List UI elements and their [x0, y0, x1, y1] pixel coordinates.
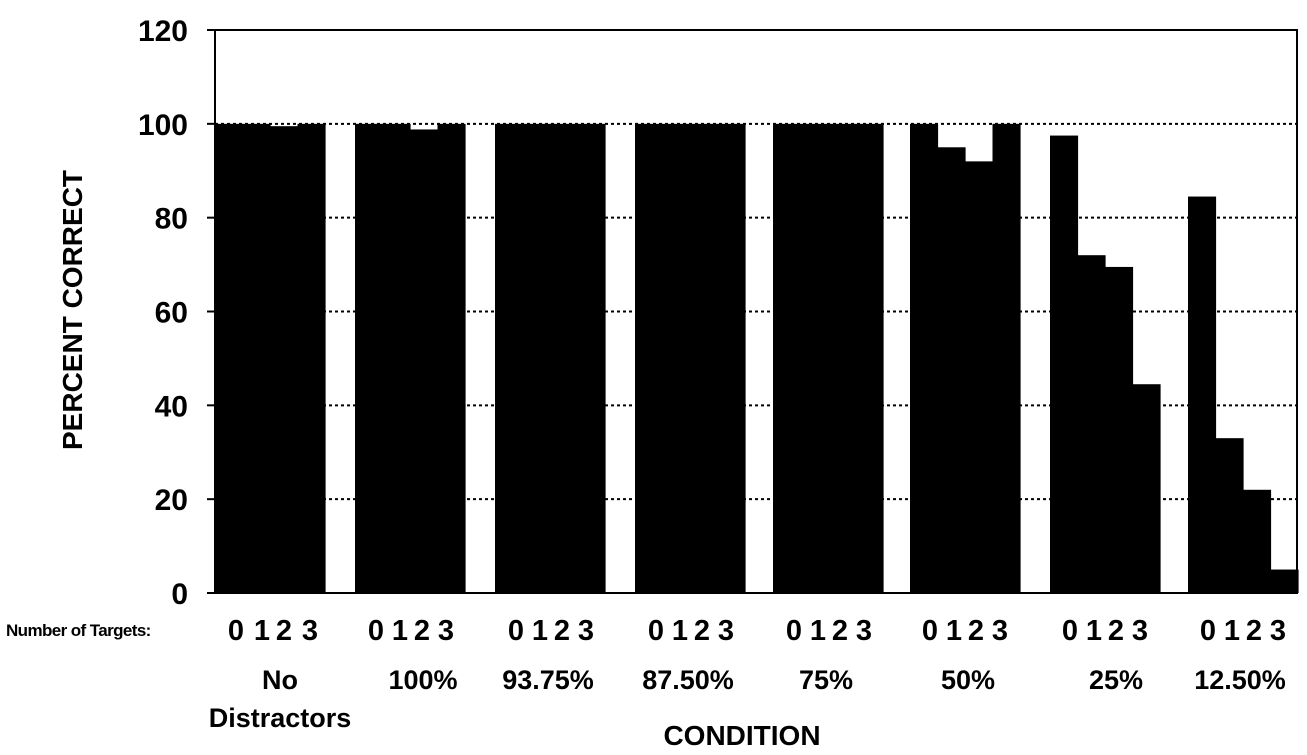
y-tick-label: 60: [155, 297, 188, 330]
bar: [297, 123, 326, 593]
bar: [355, 123, 384, 593]
y-tick-label: 40: [155, 390, 188, 423]
bars: [215, 123, 1299, 594]
bar: [662, 123, 691, 593]
category-label: 93.75%: [502, 665, 594, 695]
target-count-label: 3: [992, 615, 1008, 647]
target-count-label: 0: [508, 615, 524, 647]
bar: [1132, 384, 1161, 593]
target-count-label: 1: [1224, 615, 1240, 647]
y-tick-label: 100: [138, 109, 188, 142]
category-label: No: [262, 665, 298, 695]
target-count-label: 2: [554, 615, 570, 647]
target-count-label: 2: [1108, 615, 1124, 647]
bar: [437, 123, 466, 593]
bar: [992, 123, 1021, 593]
bar: [800, 123, 829, 593]
axes: [207, 29, 1298, 594]
target-count-label: 3: [1132, 615, 1148, 647]
target-count-label: 3: [438, 615, 454, 647]
target-count-label: 0: [786, 615, 802, 647]
target-count-label: 1: [392, 615, 408, 647]
x-axis-label: CONDITION: [663, 720, 820, 751]
target-count-label: 2: [276, 615, 292, 647]
bar: [1050, 135, 1079, 593]
category-label: 12.50%: [1194, 665, 1286, 695]
bar: [382, 123, 411, 593]
y-tick-label: 0: [171, 578, 188, 611]
target-count-label: 1: [946, 615, 962, 647]
bar: [242, 123, 271, 593]
y-tick-label: 80: [155, 203, 188, 236]
target-count-label: 0: [1062, 615, 1078, 647]
target-count-label: 0: [648, 615, 664, 647]
target-count-label: 0: [228, 615, 244, 647]
category-label: 87.50%: [642, 665, 734, 695]
target-count-label: 1: [810, 615, 826, 647]
bar: [1077, 255, 1106, 593]
target-count-label: 2: [832, 615, 848, 647]
target-count-label: 3: [578, 615, 594, 647]
y-axis-label: PERCENT CORRECT: [57, 170, 88, 450]
target-count-label: 3: [856, 615, 872, 647]
bar: [1105, 266, 1134, 593]
bar: [215, 123, 244, 593]
bar: [1188, 196, 1217, 593]
bar: [1243, 489, 1272, 593]
target-count-label: 2: [968, 615, 984, 647]
target-count-label: 2: [694, 615, 710, 647]
bar: [1270, 569, 1299, 593]
bar: [270, 126, 299, 593]
bar: [495, 123, 524, 593]
number-of-targets-label: Number of Targets:: [6, 621, 151, 640]
target-count-label: 0: [1200, 615, 1216, 647]
target-count-label: 0: [922, 615, 938, 647]
bar: [410, 129, 439, 594]
target-count-label: 1: [254, 615, 270, 647]
y-tick-label: 120: [138, 15, 188, 48]
labels: PERCENT CORRECT CONDITION Number of Targ…: [6, 15, 1286, 751]
bar: [937, 147, 966, 593]
target-count-label: 1: [672, 615, 688, 647]
bar: [522, 123, 551, 593]
bar: [1215, 438, 1244, 593]
bar: [965, 161, 994, 593]
bar: [690, 123, 719, 593]
target-count-label: 3: [1270, 615, 1286, 647]
bar: [773, 123, 802, 593]
y-tick-label: 20: [155, 484, 188, 517]
target-count-label: 3: [302, 615, 318, 647]
target-count-label: 3: [718, 615, 734, 647]
category-label: 50%: [941, 665, 995, 695]
bar: [577, 123, 606, 593]
category-label: 25%: [1089, 665, 1143, 695]
target-count-label: 0: [368, 615, 384, 647]
target-count-label: 1: [1086, 615, 1102, 647]
category-label: 75%: [799, 665, 853, 695]
bar: [717, 123, 746, 593]
target-count-label: 2: [414, 615, 430, 647]
bar: [828, 123, 857, 593]
category-label: Distractors: [209, 703, 352, 733]
plot-frame: [214, 29, 1298, 594]
bar: [550, 123, 579, 593]
bar: [910, 123, 939, 593]
bar: [855, 123, 884, 593]
bar: [635, 123, 664, 593]
target-count-label: 2: [1246, 615, 1262, 647]
category-label: 100%: [388, 665, 457, 695]
target-count-label: 1: [532, 615, 548, 647]
